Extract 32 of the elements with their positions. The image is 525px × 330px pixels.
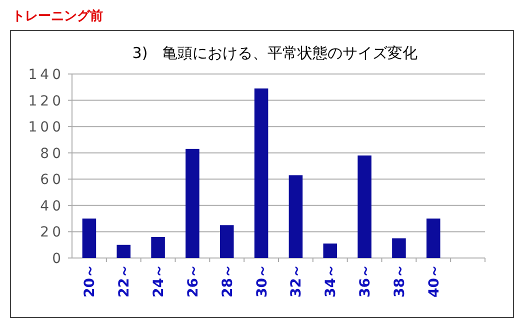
y-tick-label: 60 [40, 172, 64, 188]
bar [426, 218, 440, 258]
bar [186, 148, 200, 258]
bar [323, 244, 338, 258]
y-tick-label: 40 [40, 198, 64, 214]
bar [254, 88, 268, 258]
y-tick-label: 0 [52, 251, 64, 267]
y-tick-label: 140 [28, 67, 64, 83]
bar [82, 218, 96, 258]
chart-subtitle: トレーニング前 [12, 9, 103, 24]
x-tick-label: 26～ [185, 264, 202, 298]
y-tick-label: 20 [40, 224, 64, 241]
bar [288, 175, 303, 258]
x-tick-label: 22～ [116, 264, 133, 298]
x-tick-label: 34～ [323, 264, 340, 298]
bar [392, 238, 406, 258]
bar [116, 244, 131, 258]
x-tick-label: 36～ [358, 264, 374, 298]
y-tick-label: 100 [28, 120, 64, 136]
x-tick-label: 38～ [392, 264, 408, 298]
x-tick-label: 20～ [82, 264, 98, 298]
x-tick-label: 32～ [288, 264, 305, 298]
bar [151, 236, 165, 258]
chart-title: 3) 亀頭における、平常状態のサイズ変化 [132, 44, 418, 62]
x-tick-label: 30～ [254, 264, 270, 298]
x-tick-label: 28～ [220, 264, 236, 298]
x-tick-label: 40～ [426, 264, 442, 298]
bar [358, 155, 372, 258]
x-tick-label: 24～ [151, 264, 168, 298]
y-tick-label: 80 [40, 146, 64, 162]
y-tick-label: 120 [28, 93, 64, 110]
bar [220, 225, 234, 258]
